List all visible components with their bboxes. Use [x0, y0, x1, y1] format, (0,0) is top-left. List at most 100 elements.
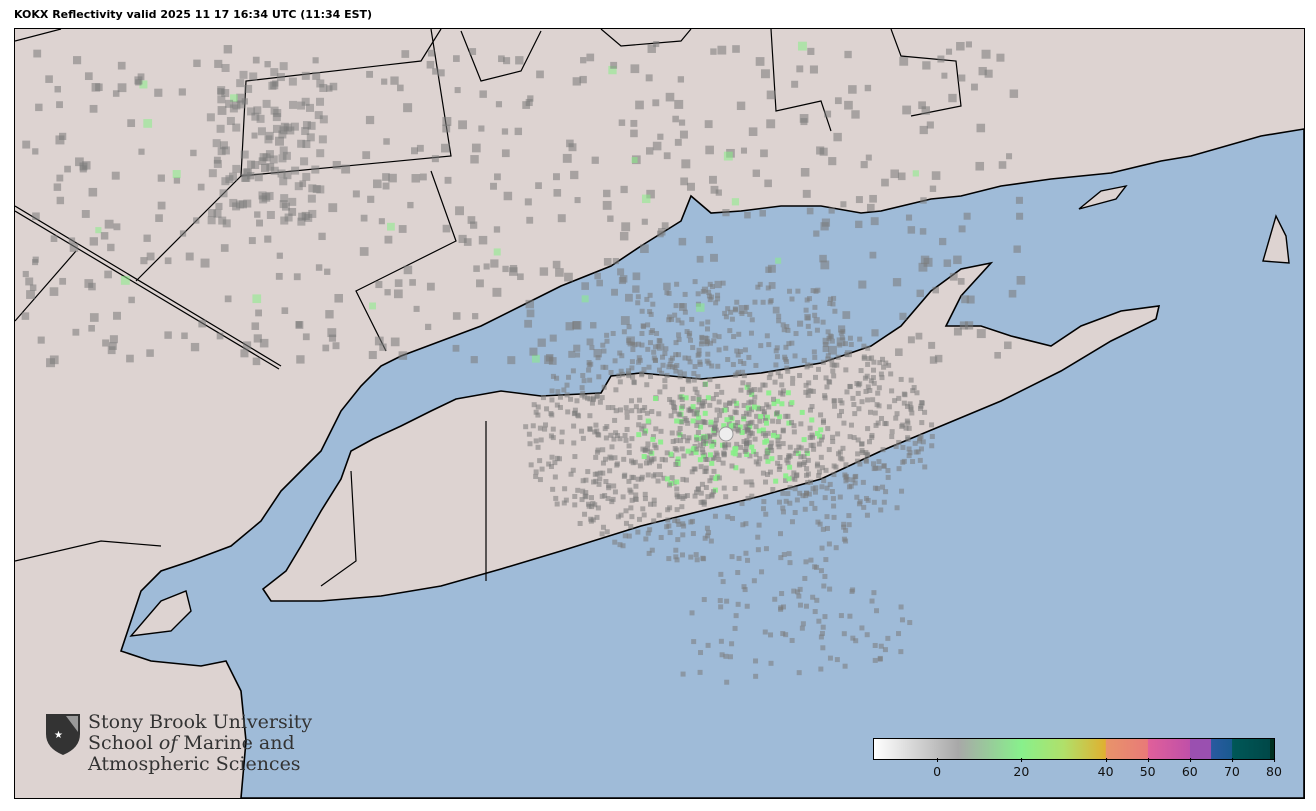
radar-map[interactable]	[14, 28, 1305, 799]
radar-echo-gate	[673, 547, 679, 553]
radar-echo-gate	[727, 400, 733, 406]
radar-echo-gate	[193, 217, 200, 224]
radar-echo-gate	[712, 425, 718, 431]
radar-echo-gate	[792, 353, 798, 359]
radar-echo-gate	[768, 282, 776, 289]
radar-echo-gate	[648, 330, 654, 336]
radar-echo-gate	[724, 679, 730, 685]
radar-echo-gate	[703, 485, 709, 491]
radar-echo-gate	[453, 55, 460, 62]
radar-echo-gate	[908, 405, 914, 411]
radar-echo-gate	[32, 148, 39, 155]
radar-echo-gate	[755, 57, 765, 66]
radar-echo-gate	[302, 172, 311, 181]
radar-echo-gate	[695, 430, 701, 436]
radar-echo-gate	[705, 236, 713, 244]
radar-echo-gate	[805, 457, 811, 463]
radar-echo-gate	[29, 284, 37, 291]
radar-echo-gate	[608, 455, 614, 461]
radar-echo-gate	[476, 279, 484, 288]
radar-echo-gate	[804, 313, 811, 321]
radar-echo-gate	[595, 447, 601, 453]
radar-echo-gate	[251, 322, 260, 330]
radar-echo-gate	[639, 330, 645, 336]
radar-echo-gate	[657, 389, 663, 395]
radar-echo-gate	[704, 456, 710, 462]
radar-echo-gate	[307, 121, 316, 130]
radar-echo-gate	[777, 455, 783, 461]
radar-echo-gate	[575, 352, 581, 358]
radar-echo-gate	[275, 136, 284, 146]
radar-echo-gate	[316, 97, 325, 106]
radar-echo-gate	[719, 652, 725, 658]
radar-echo-gate	[898, 376, 904, 382]
radar-echo-gate	[819, 147, 828, 156]
radar-echo-gate	[783, 477, 789, 483]
radar-echo-gate	[173, 177, 181, 184]
radar-echo-gate	[766, 119, 776, 129]
radar-echo-gate	[291, 166, 300, 175]
radar-echo-gate	[748, 127, 758, 136]
radar-echo-gate	[89, 313, 99, 322]
radar-echo-gate	[857, 381, 863, 387]
radar-echo-gate	[831, 398, 837, 404]
radar-echo-gate	[382, 182, 390, 190]
radar-echo-gate	[419, 173, 427, 181]
radar-echo-gate	[741, 373, 747, 379]
radar-echo-gate	[710, 396, 716, 402]
radar-echo-gate	[651, 456, 657, 462]
radar-echo-gate	[666, 364, 672, 370]
radar-echo-gate	[755, 534, 761, 540]
radar-echo-gate	[882, 647, 888, 653]
radar-echo-gate	[700, 453, 706, 459]
radar-echo-gate	[757, 456, 763, 462]
radar-echo-gate	[624, 426, 630, 432]
radar-echo-gate	[596, 279, 603, 287]
radar-echo-gate	[258, 157, 267, 165]
radar-echo-gate	[872, 657, 878, 663]
radar-echo-gate	[875, 420, 881, 426]
radar-echo-gate	[790, 380, 796, 386]
radar-echo-gate	[779, 591, 785, 597]
radar-echo-gate	[735, 369, 741, 375]
radar-echo-gate	[764, 333, 770, 339]
radar-echo-gate	[690, 531, 696, 537]
radar-echo-gate	[676, 521, 682, 527]
radar-echo-gate	[398, 225, 407, 233]
radar-echo-gate	[723, 494, 729, 500]
radar-echo-gate	[694, 557, 700, 563]
radar-echo-gate	[929, 433, 935, 439]
radar-echo-gate	[918, 262, 928, 272]
radar-echo-gate	[642, 491, 648, 497]
radar-echo-gate	[675, 494, 681, 500]
radar-echo-gate	[583, 494, 589, 500]
radar-echo-gate	[143, 119, 153, 128]
radar-echo-gate	[820, 645, 826, 651]
radar-echo-gate	[825, 353, 831, 359]
radar-echo-gate	[878, 507, 884, 513]
radar-echo-gate	[780, 604, 786, 610]
radar-echo-gate	[831, 503, 837, 509]
radar-echo-gate	[644, 446, 650, 452]
radar-echo-gate	[820, 359, 826, 365]
radar-echo-gate	[701, 501, 707, 507]
radar-echo-gate	[259, 195, 268, 204]
radar-echo-gate	[685, 448, 691, 454]
radar-echo-gate	[716, 347, 722, 353]
radar-echo-gate	[765, 266, 772, 273]
radar-echo-gate	[300, 157, 309, 166]
radar-echo-gate	[751, 578, 757, 584]
radar-echo-gate	[787, 444, 793, 450]
radar-echo-gate	[49, 355, 59, 365]
radar-echo-gate	[899, 312, 907, 320]
radar-echo-gate	[81, 210, 90, 218]
radar-echo-gate	[699, 481, 705, 487]
radar-echo-gate	[787, 560, 793, 566]
radar-echo-gate	[597, 399, 603, 405]
radar-echo-gate	[733, 465, 739, 471]
radar-echo-gate	[818, 412, 824, 418]
radar-echo-gate	[795, 450, 801, 456]
radar-echo-gate	[696, 399, 702, 405]
radar-echo-gate	[780, 441, 786, 447]
radar-echo-gate	[797, 490, 803, 496]
